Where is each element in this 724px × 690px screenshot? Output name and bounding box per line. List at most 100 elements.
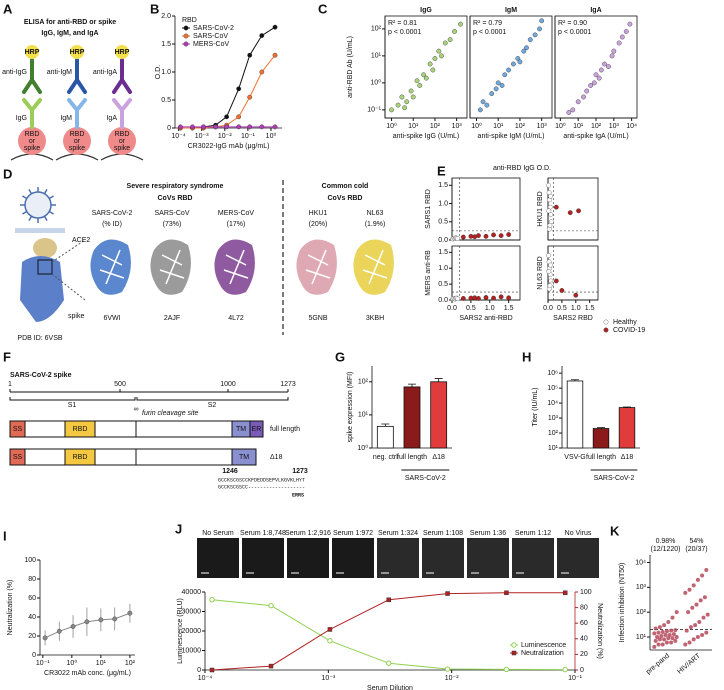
data-point — [386, 597, 392, 603]
y-tick-label: 20 — [28, 633, 36, 640]
data-point — [389, 107, 394, 113]
panel-label: C — [318, 1, 328, 16]
group-title: CoVs RBD — [157, 195, 192, 202]
y-tick-label: 10³ — [636, 584, 647, 591]
x-axis-label: anti-spike IgG (U/mL) — [393, 133, 460, 140]
data-point — [553, 278, 559, 284]
panel-label: B — [150, 1, 159, 16]
spike-structure — [20, 256, 64, 322]
legend-marker — [183, 33, 189, 39]
panel-label: D — [3, 166, 12, 181]
data-point — [408, 88, 414, 94]
x-tick-label: 10¹ — [573, 123, 584, 130]
data-point — [611, 48, 617, 54]
data-point — [493, 86, 499, 92]
data-point — [213, 124, 218, 130]
annotation: R² = 0.90 — [558, 20, 587, 27]
x-tick-label: 10⁻³ — [321, 675, 335, 682]
data-point — [504, 590, 509, 596]
data-point — [499, 83, 505, 88]
x-tick-label: 10⁰ — [67, 659, 78, 667]
data-point — [209, 667, 215, 673]
data-point — [70, 624, 76, 629]
data-point — [491, 232, 496, 238]
x-tick-label: 10⁻⁴ — [198, 675, 213, 682]
hrp-label: HRP — [25, 49, 40, 56]
y-tick-label: 1.5 — [438, 249, 448, 256]
structure — [296, 239, 337, 295]
x-tick-label: 10² — [515, 123, 526, 130]
secondary-label: anti-IgM — [47, 69, 72, 76]
ace2-structure — [33, 238, 57, 258]
data-point — [327, 638, 333, 644]
data-point — [395, 102, 401, 108]
y-tick-label: 1.5 — [438, 182, 448, 189]
data-point — [439, 53, 444, 59]
x-tick-label: 10⁰ — [555, 122, 566, 130]
position-label: 1273 — [280, 381, 296, 388]
hrp-label: HRP — [115, 49, 130, 56]
data-point — [591, 80, 597, 86]
data-point — [657, 625, 662, 630]
y-tick-label: 0.0 — [438, 237, 448, 244]
micrograph — [287, 538, 329, 578]
data-point — [653, 626, 658, 631]
data-point — [627, 21, 633, 27]
micrograph — [197, 538, 239, 578]
micrograph — [557, 538, 599, 578]
spike-label: spike — [68, 313, 84, 320]
domain-label: RBD — [73, 426, 88, 433]
data-point — [704, 567, 709, 572]
hrp — [115, 45, 129, 59]
data-point — [546, 253, 551, 258]
data-point — [458, 21, 463, 27]
panel-title: anti-RBD IgG O.D. — [493, 165, 551, 172]
image-label: Serum 1:324 — [378, 530, 418, 537]
legend-marker — [511, 650, 517, 656]
data-point — [404, 99, 410, 105]
y-axis-label: O.D. — [155, 65, 162, 79]
data-point — [268, 602, 274, 609]
x-tick-label: 10³ — [452, 123, 463, 130]
antigen-label: spike — [69, 145, 85, 152]
data-point — [272, 24, 278, 30]
data-point — [495, 80, 501, 86]
image-label: Serum 1:12 — [515, 530, 551, 537]
data-point — [576, 208, 581, 214]
y-tick-label: 0 — [32, 652, 36, 659]
structure-strand — [305, 249, 331, 285]
data-point — [687, 640, 692, 645]
panel-title: SARS-CoV-2 spike — [10, 372, 72, 379]
data-point — [537, 26, 542, 32]
y-tick-label: 10⁰ — [370, 79, 381, 87]
data-point — [690, 605, 695, 610]
y2-axis-label: Neutralization (%) — [596, 603, 603, 659]
data-point — [584, 88, 590, 94]
structure-code: 4L72 — [228, 315, 244, 322]
data-point — [272, 124, 278, 130]
furin-label: furin cleavage site — [142, 410, 199, 417]
data-point — [602, 61, 607, 67]
x-tick-label: Δ18 — [432, 454, 445, 461]
antigen-label: RBD — [115, 131, 130, 138]
data-point — [477, 107, 483, 113]
s2-bracket — [136, 397, 289, 401]
data-point — [705, 612, 710, 617]
data-point — [694, 602, 699, 607]
hrp — [70, 45, 84, 59]
y-tick-label: 0.5 — [438, 281, 448, 288]
x-tick-label: 10¹ — [493, 123, 504, 130]
data-point — [417, 83, 423, 88]
x-tick-label: 0.0 — [447, 305, 457, 312]
data-point — [498, 233, 504, 239]
x-axis-label: anti-spike IgA (U/mL) — [563, 133, 628, 140]
y-tick-label: 10³ — [548, 415, 559, 422]
data-point — [410, 94, 416, 100]
y-tick-label: 10¹ — [548, 445, 559, 452]
data-point — [698, 598, 703, 603]
micrograph — [377, 538, 419, 578]
y-tick-label: 10⁶ — [547, 370, 558, 377]
pdb-label: PDB ID: 6VSB — [17, 335, 62, 342]
data-point — [259, 69, 265, 75]
y-tick-label: 10² — [636, 609, 647, 616]
